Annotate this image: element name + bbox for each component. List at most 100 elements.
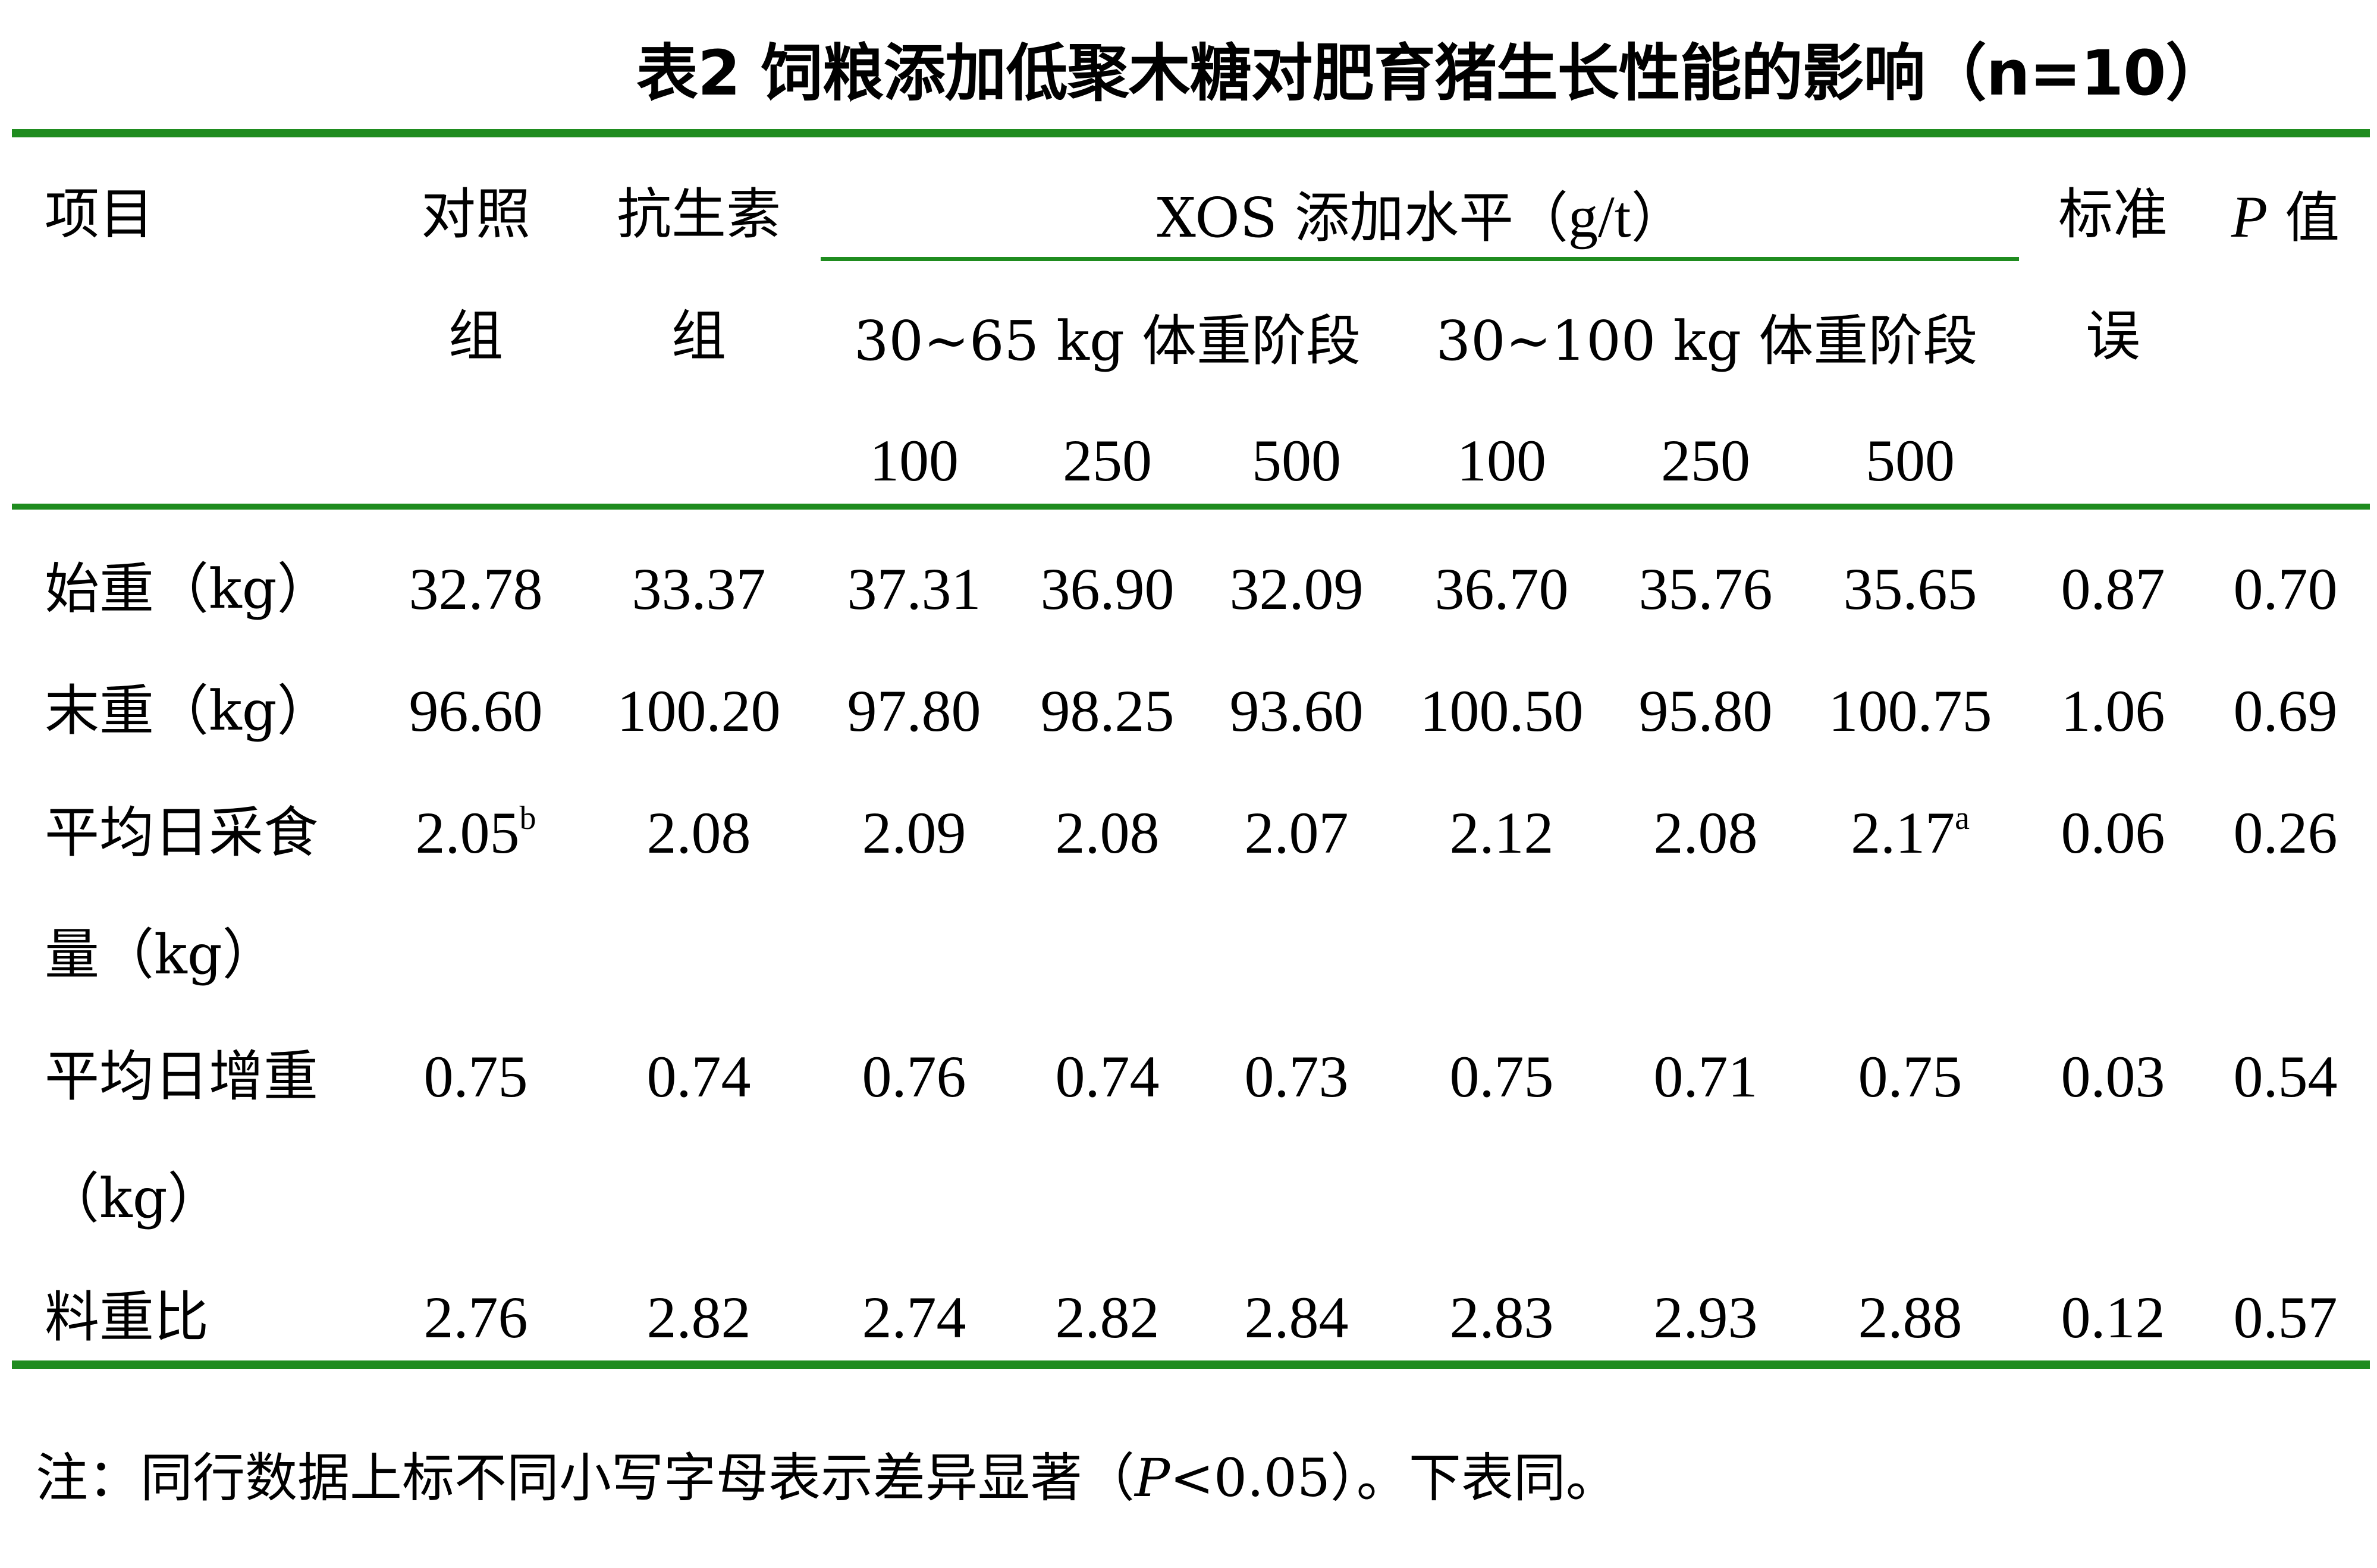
table-note: 注：同行数据上标不同小写字母表示差异显著（P<0.05）。下表同。 bbox=[36, 1436, 1618, 1512]
cell-value: 0.71 bbox=[1653, 1044, 1758, 1110]
table-cell: 0.75 bbox=[1858, 1047, 1962, 1107]
table-cell: 100.75 bbox=[1829, 681, 1992, 741]
header-level-4: 250 bbox=[1661, 428, 1750, 494]
table-cell: 36.90 bbox=[1041, 560, 1175, 619]
cell-value: 100.75 bbox=[1828, 678, 1992, 744]
cell-value: 2.12 bbox=[1449, 800, 1554, 866]
table-cell: 2.08 bbox=[647, 803, 751, 863]
cell-value: 0.69 bbox=[2233, 678, 2338, 744]
header-stage-30-100: 30~100 kg 体重阶段 bbox=[1436, 309, 1978, 373]
header-control-line2: 组 bbox=[448, 304, 504, 368]
cell-value: 0.87 bbox=[2061, 556, 2165, 622]
cell-value: 98.25 bbox=[1040, 678, 1175, 744]
cell-value: 2.08 bbox=[1055, 800, 1160, 866]
header-xos-group: XOS 添加水平（g/t） bbox=[1157, 187, 1685, 247]
table-cell: 2.08 bbox=[1056, 803, 1160, 863]
cell-value: 36.70 bbox=[1434, 556, 1569, 622]
table-cell: 32.78 bbox=[409, 560, 543, 619]
significance-superscript: a bbox=[1955, 800, 1970, 837]
top-rule bbox=[12, 129, 2370, 137]
table-cell: 2.82 bbox=[1056, 1288, 1160, 1347]
table-cell: 0.87 bbox=[2061, 560, 2165, 619]
table-cell: 0.03 bbox=[2061, 1047, 2165, 1107]
cell-value: 100.20 bbox=[617, 678, 781, 744]
table-cell: 0.74 bbox=[1056, 1047, 1160, 1107]
header-bottom-rule bbox=[12, 504, 2370, 510]
cell-value: 35.65 bbox=[1843, 556, 1977, 622]
header-antibiotic-line2: 组 bbox=[671, 304, 727, 368]
cell-value: 32.78 bbox=[409, 556, 543, 622]
table-cell: 2.07 bbox=[1245, 803, 1349, 863]
table-cell: 35.76 bbox=[1639, 560, 1773, 619]
table-cell: 0.75 bbox=[424, 1047, 528, 1107]
cell-value: 0.57 bbox=[2233, 1284, 2338, 1350]
cell-value: 0.70 bbox=[2233, 556, 2338, 622]
cell-value: 33.37 bbox=[632, 556, 766, 622]
cell-value: 0.26 bbox=[2233, 800, 2338, 866]
table-cell: 0.12 bbox=[2061, 1288, 2165, 1347]
table-cell: 2.17a bbox=[1851, 800, 1970, 866]
table-cell: 2.05b bbox=[415, 800, 536, 866]
table-cell: 32.09 bbox=[1230, 560, 1364, 619]
cell-value: 37.31 bbox=[847, 556, 981, 622]
header-stage-30-65: 30~65 kg 体重阶段 bbox=[853, 309, 1361, 373]
table-cell: 0.26 bbox=[2234, 803, 2338, 863]
cell-value: 1.06 bbox=[2061, 678, 2165, 744]
cell-value: 2.84 bbox=[1244, 1284, 1349, 1350]
table-cell: 93.60 bbox=[1230, 681, 1364, 741]
header-p-value: P 值 bbox=[2231, 187, 2340, 247]
table-cell: 2.83 bbox=[1450, 1288, 1554, 1347]
cell-value: 2.76 bbox=[423, 1284, 528, 1350]
table-cell: 0.76 bbox=[862, 1047, 966, 1107]
cell-value: 97.80 bbox=[847, 678, 981, 744]
note-rest: <0.05）。下表同。 bbox=[1170, 1447, 1618, 1509]
cell-value: 2.74 bbox=[862, 1284, 966, 1350]
row-label: 平均日增重 bbox=[45, 1045, 319, 1108]
row-label-continued: 量（kg） bbox=[45, 923, 277, 986]
table-cell: 0.75 bbox=[1450, 1047, 1554, 1107]
table-cell: 2.76 bbox=[424, 1288, 528, 1347]
cell-value: 2.83 bbox=[1449, 1284, 1554, 1350]
header-sem-line1: 标准 bbox=[2058, 183, 2168, 246]
table-cell: 96.60 bbox=[409, 681, 543, 741]
xos-group-rule bbox=[821, 257, 2019, 261]
table-cell: 95.80 bbox=[1639, 681, 1773, 741]
cell-value: 100.50 bbox=[1420, 678, 1584, 744]
cell-value: 95.80 bbox=[1638, 678, 1773, 744]
table-cell: 0.54 bbox=[2234, 1047, 2338, 1107]
header-level-3: 100 bbox=[1457, 428, 1546, 494]
cell-value: 35.76 bbox=[1638, 556, 1773, 622]
cell-value: 0.76 bbox=[862, 1044, 966, 1110]
table-cell: 35.65 bbox=[1844, 560, 1977, 619]
significance-superscript: b bbox=[519, 800, 536, 837]
header-level-5: 500 bbox=[1866, 428, 1955, 494]
table-cell: 100.50 bbox=[1420, 681, 1584, 741]
cell-value: 0.73 bbox=[1244, 1044, 1349, 1110]
header-antibiotic-line1: 抗生素 bbox=[616, 183, 781, 246]
bottom-rule bbox=[12, 1360, 2370, 1369]
table-cell: 2.82 bbox=[647, 1288, 751, 1347]
cell-value: 93.60 bbox=[1229, 678, 1364, 744]
table-title: 表2 饲粮添加低聚木糖对肥育猪生长性能的影响（n=10） bbox=[636, 37, 2227, 109]
cell-value: 2.09 bbox=[862, 800, 966, 866]
header-xos-suffix: ） bbox=[1631, 186, 1686, 250]
cell-value: 2.07 bbox=[1244, 800, 1349, 866]
cell-value: 0.54 bbox=[2233, 1044, 2338, 1110]
table-cell: 2.74 bbox=[862, 1288, 966, 1347]
table-cell: 36.70 bbox=[1435, 560, 1569, 619]
cell-value: 0.06 bbox=[2061, 800, 2165, 866]
cell-value: 2.08 bbox=[646, 800, 751, 866]
table-cell: 98.25 bbox=[1041, 681, 1175, 741]
cell-value: 0.75 bbox=[1449, 1044, 1554, 1110]
cell-value: 2.05 bbox=[415, 800, 520, 866]
header-xos-unit: g/t bbox=[1568, 184, 1631, 250]
row-label: 料重比 bbox=[45, 1286, 209, 1349]
cell-value: 2.82 bbox=[646, 1284, 751, 1350]
table-cell: 37.31 bbox=[847, 560, 981, 619]
cell-value: 2.88 bbox=[1858, 1284, 1962, 1350]
cell-value: 0.74 bbox=[646, 1044, 751, 1110]
table-cell: 0.73 bbox=[1245, 1047, 1349, 1107]
cell-value: 2.17 bbox=[1851, 800, 1955, 866]
cell-value: 2.82 bbox=[1055, 1284, 1160, 1350]
row-label-continued: （kg） bbox=[45, 1167, 222, 1230]
